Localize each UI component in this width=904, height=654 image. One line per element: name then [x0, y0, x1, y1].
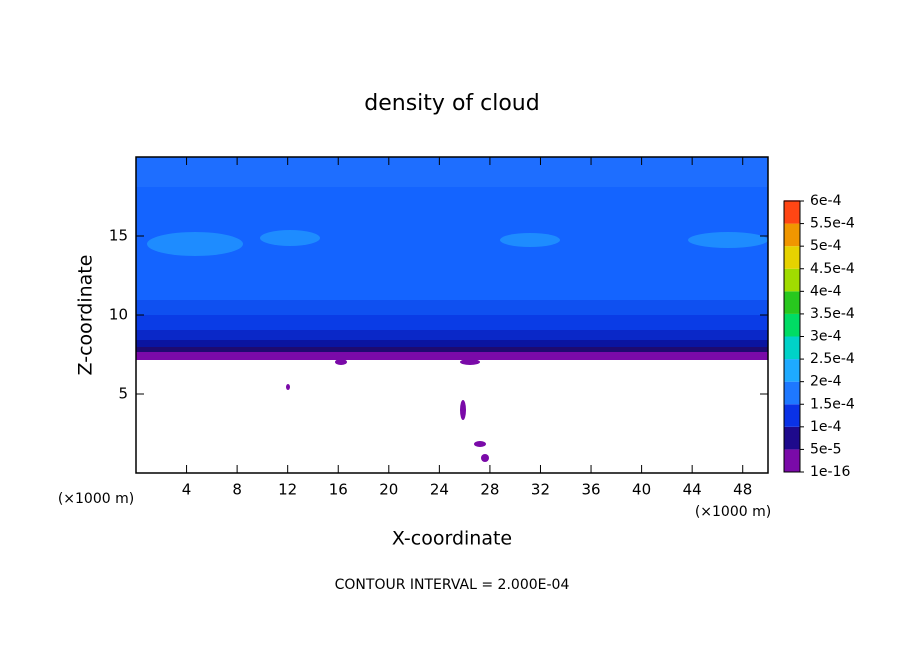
- patch: [481, 454, 489, 462]
- x-tick-label: 48: [733, 481, 752, 499]
- note: CONTOUR INTERVAL = 2.000E-04: [335, 577, 570, 593]
- patch: [688, 232, 768, 248]
- colorbar-label: 2e-4: [810, 374, 842, 390]
- colorbar-segment: [784, 223, 800, 247]
- x-tick-label: 24: [430, 481, 449, 499]
- band: [136, 315, 768, 330]
- chart-title: density of cloud: [364, 91, 539, 116]
- patch: [500, 233, 560, 247]
- colorbar-segment: [784, 449, 800, 472]
- band: [136, 330, 768, 340]
- band: [136, 347, 768, 352]
- colorbar-label: 1e-16: [810, 464, 850, 480]
- colorbar-label: 5e-5: [810, 441, 841, 457]
- contour-field: [136, 157, 768, 462]
- x-tick-label: 28: [480, 481, 499, 499]
- colorbar-segment: [784, 381, 800, 405]
- colorbar-label: 4.5e-4: [810, 261, 855, 277]
- colorbar-label: 3.5e-4: [810, 306, 855, 322]
- x-unit: (×1000 m): [695, 504, 771, 520]
- colorbar-segment: [784, 426, 800, 450]
- patch: [260, 230, 320, 246]
- x-tick-label: 16: [329, 481, 348, 499]
- colorbar-label: 5.5e-4: [810, 216, 855, 232]
- colorbar-segment: [784, 313, 800, 337]
- colorbar-label: 5e-4: [810, 238, 842, 254]
- x-tick-label: 44: [683, 481, 702, 499]
- band: [136, 340, 768, 347]
- y-tick-label: 5: [118, 385, 128, 403]
- colorbar-segment: [784, 359, 800, 382]
- colorbar-label: 1.5e-4: [810, 396, 855, 412]
- colorbar-label: 3e-4: [810, 329, 842, 345]
- colorbar-frame: [783, 200, 801, 473]
- colorbar-segment: [784, 246, 800, 269]
- colorbar-label: 2.5e-4: [810, 351, 855, 367]
- colorbar-segment: [784, 291, 800, 314]
- y-tick-label: 10: [109, 306, 128, 324]
- colorbar-segment: [784, 201, 800, 224]
- colorbar-label: 6e-4: [810, 193, 842, 209]
- colorbar-label: 4e-4: [810, 283, 842, 299]
- colorbar-label: 1e-4: [810, 419, 842, 435]
- colorbar-segment: [784, 268, 800, 292]
- x-tick-label: 40: [632, 481, 651, 499]
- x-axis-label: X-coordinate: [392, 528, 512, 550]
- colorbar-segment: [784, 404, 800, 427]
- band: [136, 300, 768, 315]
- colorbar-segment: [784, 336, 800, 360]
- x-tick-label: 32: [531, 481, 550, 499]
- x-tick-label: 4: [182, 481, 192, 499]
- x-tick-label: 36: [581, 481, 600, 499]
- band: [136, 157, 768, 187]
- x-tick-label: 12: [278, 481, 297, 499]
- patch: [286, 384, 290, 390]
- x-tick-label: 20: [379, 481, 398, 499]
- patch: [147, 232, 243, 256]
- patch: [474, 441, 486, 447]
- x-tick-label: 8: [232, 481, 242, 499]
- y-tick-label: 15: [109, 227, 128, 245]
- patch: [460, 359, 480, 365]
- x-unit: (×1000 m): [58, 491, 134, 507]
- patch: [460, 400, 466, 420]
- band: [136, 352, 768, 360]
- patch: [335, 359, 347, 365]
- y-axis-label: Z-coordinate: [75, 255, 97, 376]
